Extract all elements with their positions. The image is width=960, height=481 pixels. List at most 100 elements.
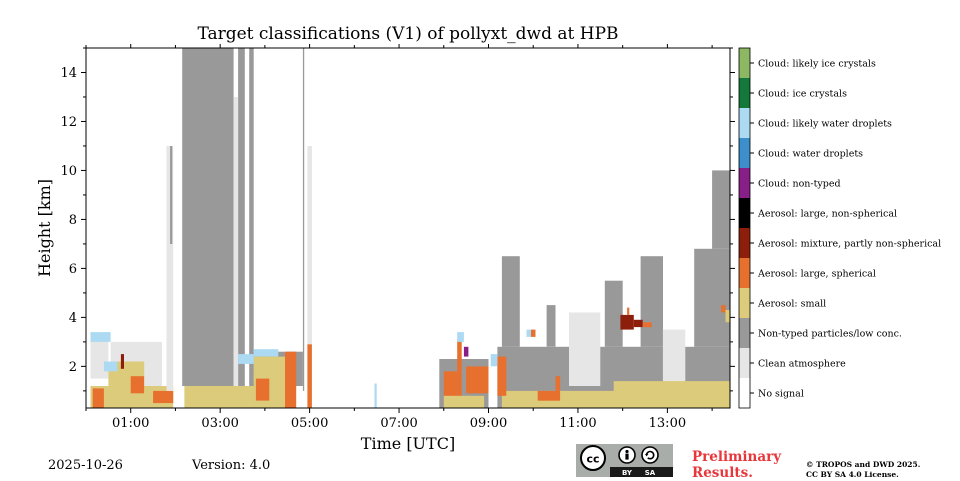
preliminary-line2: Results. [692,465,753,481]
legend-swatch [739,228,750,259]
legend-label: Non-typed particles/low conc. [758,329,902,340]
class-region-non-typed [640,256,663,347]
by-label: BY [622,469,633,477]
legend-frame [738,47,751,409]
legend-label: Cloud: likely ice crystals [758,59,876,70]
class-region-aerosol-large-spherical [92,388,104,408]
class-region-cloud-likely-water-droplets [90,332,111,342]
class-region-aerosol-large-spherical [285,351,297,408]
legend-label: Clean atmosphere [758,359,846,370]
class-region-aerosol-large-spherical [255,378,270,401]
legend-label: Cloud: non-typed [758,179,841,190]
legend-label: Cloud: ice crystals [758,89,847,100]
copyright-line1: © TROPOS and DWD 2025. [806,460,921,469]
legend-swatch [739,48,750,79]
legend-swatch [739,348,750,379]
legend-swatch [739,168,750,199]
legend-swatch [739,108,750,139]
heatmap-layer [90,48,730,408]
legend-swatch [739,138,750,169]
class-region-non-typed [249,48,254,386]
class-region-clean-atmosphere [166,146,174,391]
class-region-aerosol-mixture [633,319,643,328]
colorbar-legend: Cloud: likely ice crystals Cloud: ice cry… [738,47,941,409]
class-region-cloud-likely-water-droplets [526,329,531,337]
class-region-cloud-likely-water-droplets [490,354,498,367]
y-tick-label: 6 [69,262,77,277]
legend-label: Aerosol: small [757,299,826,310]
class-region-aerosol-large-spherical [153,390,174,404]
class-region-clean-atmosphere [662,329,686,386]
x-tick-label: 01:00 [112,416,149,431]
class-region-non-typed [182,48,234,386]
class-region-aerosol-small [725,310,730,323]
legend-label: Aerosol: mixture, partly non-spherical [757,239,941,250]
class-region-cloud-likely-water-droplets [253,349,279,357]
class-region-aerosol-large-spherical [531,329,536,337]
class-region-aerosol-mixture [620,314,634,330]
legend-swatch [739,198,750,229]
x-tick-label: 11:00 [559,416,596,431]
footer-date: 2025-10-26 [48,458,123,473]
copyright-line2: CC BY SA 4.0 License. [806,470,899,479]
y-tick-label: 2 [69,360,77,375]
class-region-non-typed [238,48,245,386]
class-region-non-typed [604,280,623,347]
class-region-aerosol-large-spherical [537,390,561,401]
legend-swatch [739,378,750,409]
sa-share-icon [641,446,659,464]
y-axis-label: Height [km] [35,179,54,277]
sa-label: SA [645,469,656,477]
axes-layer: 01:00 03:00 05:00 07:00 09:00 11:00 13:00 2 4 6 8 1… [35,44,735,453]
class-region-aerosol-large-spherical [497,356,507,396]
class-region-aerosol-large-spherical [721,305,726,313]
x-axis-label: Time [UTC] [361,434,455,453]
y-tick-label: 10 [60,164,77,179]
x-tick-label: 07:00 [380,416,417,431]
legend-label: Aerosol: large, non-spherical [757,209,897,220]
legend-label: No signal [758,389,804,400]
class-region-cloud-non-typed [463,346,469,357]
class-region-aerosol-large-spherical [466,366,489,394]
class-region-non-typed [712,170,730,249]
y-tick-label: 12 [60,115,77,130]
class-region-clean-atmosphere [569,312,601,386]
class-region-clean-atmosphere [233,97,239,386]
y-tick-label: 14 [60,66,77,81]
class-region-aerosol-small [613,381,730,396]
class-region-cloud-likely-water-droplets [103,361,118,372]
legend-label: Cloud: water droplets [758,149,863,160]
legend-swatch [739,258,750,289]
x-tick-label: 03:00 [201,416,238,431]
class-region-aerosol-large-spherical [307,344,312,408]
cc-icon [580,445,606,471]
y-tick-label: 8 [69,213,77,228]
class-region-aerosol-large-spherical [457,339,462,408]
copyright-note: © TROPOS and DWD 2025. CC BY SA 4.0 Lice… [806,460,920,480]
class-region-cloud-likely-water-droplets [374,383,377,408]
class-region-non-typed [546,305,556,347]
legend-swatch [739,318,750,349]
legend-swatch [739,78,750,109]
class-region-non-typed [694,248,730,347]
preliminary-results-note: Preliminary Results. [692,449,781,481]
preliminary-line1: Preliminary [692,449,782,465]
cc-text: cc [586,453,599,466]
class-region-aerosol-small [90,386,174,408]
plot-frame [85,47,731,409]
x-tick-label: 13:00 [649,416,686,431]
footer-version: Version: 4.0 [192,458,271,473]
x-tick-label: 05:00 [291,416,328,431]
class-region-cloud-likely-water-droplets [457,332,464,342]
class-region-aerosol-small [443,395,485,408]
class-region-aerosol-large-spherical [555,376,561,391]
class-region-clean-atmosphere [307,146,312,347]
class-region-aerosol-large-spherical [642,322,652,328]
legend-swatch [739,288,750,319]
class-region-non-typed [170,146,173,244]
class-region-cloud-likely-water-droplets [238,354,254,364]
class-region-non-typed [501,256,520,347]
class-region-non-typed [302,48,305,391]
x-tick-label: 09:00 [470,416,507,431]
